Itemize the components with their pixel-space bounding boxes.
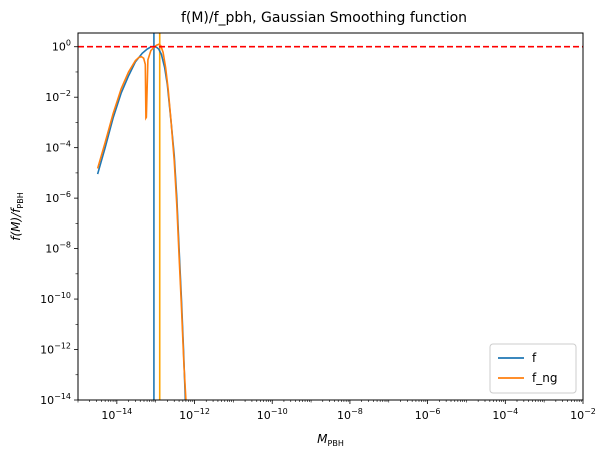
x-tick-label: 10−6 [415,407,441,422]
x-tick-label: 10−2 [570,407,596,422]
plot-frame [77,32,584,401]
y-tick-label: 10−14 [40,392,71,407]
x-tick-label: 10−4 [492,407,518,422]
legend-box [489,343,577,394]
y-axis: 10−14 10−12 10−10 10−8 10−6 10−4 10−2 100 [40,39,78,407]
x-axis-label: MPBH [317,432,344,448]
chart-title: f(M)/f_pbh, Gaussian Smoothing function [181,10,467,26]
y-tick-label: 10−10 [40,291,71,306]
series-line-f [96,45,187,400]
x-tick-label: 10−10 [257,407,288,422]
x-tick-label: 10−12 [179,407,210,422]
y-axis-label: f(M)/fPBH [9,192,25,241]
legend-label-f-ng: f_ng [532,371,557,385]
series-line-f-ng [96,43,187,400]
x-axis-label-main: M [317,432,328,446]
y-tick-label: 10−2 [45,89,71,104]
plot-lines [78,33,583,400]
legend-label-f: f [532,351,537,365]
x-tick-label: 10−14 [101,407,132,422]
y-axis-label-main: f(M)/f [9,207,23,241]
legend: f f_ng [489,343,577,394]
x-axis: 10−14 10−12 10−10 10−8 10−6 10−4 10−2 [77,400,596,422]
x-axis-label-sub: PBH [328,439,344,448]
y-tick-label: 10−6 [45,190,71,205]
y-tick-label: 10−4 [45,140,71,155]
y-tick-label: 10−8 [45,241,71,256]
y-tick-label: 100 [52,39,71,54]
y-axis-label-sub: PBH [16,192,25,208]
x-tick-label: 10−8 [337,407,363,422]
y-tick-label: 10−12 [40,342,71,357]
